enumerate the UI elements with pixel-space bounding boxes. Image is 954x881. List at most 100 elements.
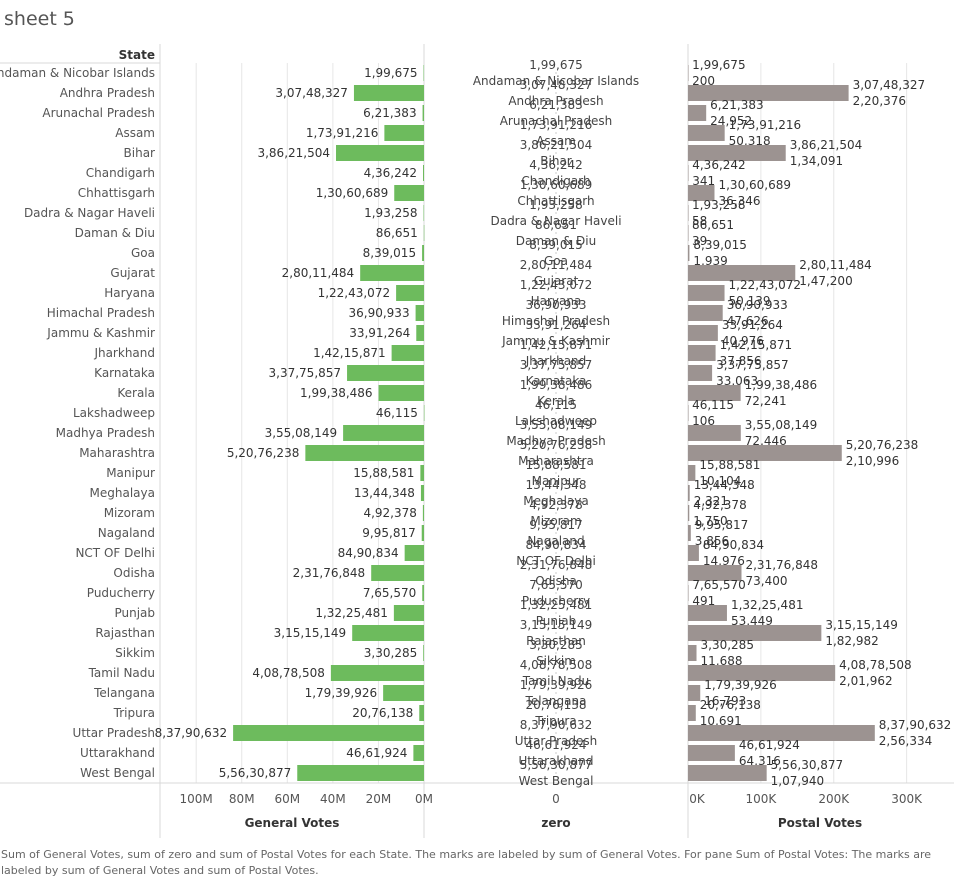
postal-votes-label: 1,750	[693, 514, 727, 528]
zero-general-label: 1,99,675	[529, 58, 582, 72]
zero-state-label: Tamil Nadu	[522, 674, 589, 688]
general-votes-label: 1,79,39,926	[305, 686, 378, 700]
general-votes-label: 1,99,38,486	[300, 386, 373, 400]
header-layer: State	[119, 48, 155, 62]
state-label: Tripura	[113, 706, 155, 720]
postal-general-label: 1,30,60,689	[718, 178, 791, 192]
zero-state-label: Arunachal Pradesh	[500, 114, 613, 128]
zero-general-label: 6,21,383	[529, 98, 582, 112]
postal-votes-label: 64,316	[739, 754, 781, 768]
postal-votes-label: 1,07,940	[771, 774, 824, 788]
zero-state-label: Karnataka	[526, 374, 587, 388]
postal-general-label: 3,86,21,504	[790, 138, 863, 152]
postal-votes-label: 40,976	[722, 334, 764, 348]
postal-votes-bar	[688, 365, 713, 381]
general-votes-bar	[378, 385, 424, 401]
state-label: Madhya Pradesh	[56, 426, 155, 440]
zero-general-label: 5,56,30,877	[520, 758, 593, 772]
general-votes-bar	[353, 85, 424, 101]
general-votes-bar	[305, 445, 424, 461]
postal-general-label: 6,21,383	[710, 98, 763, 112]
postal-votes-bar	[688, 205, 689, 221]
zero-general-label: 3,86,21,504	[520, 138, 593, 152]
postal-votes-bar	[688, 325, 718, 341]
general-votes-bar	[423, 165, 424, 181]
general-votes-label: 3,86,21,504	[257, 146, 330, 160]
zero-state-label: Uttar Pradesh	[515, 734, 597, 748]
zero-state-label: Maharashtra	[518, 454, 594, 468]
general-votes-bar	[423, 645, 424, 661]
postal-votes-label: 2,321	[694, 494, 728, 508]
postal-votes-bar	[688, 705, 696, 721]
general-votes-bar	[415, 305, 424, 321]
state-label: Lakshadweep	[73, 406, 155, 420]
postal-general-label: 3,30,285	[701, 638, 754, 652]
postal-votes-label: 58	[692, 214, 707, 228]
zero-state-label: Gujarat	[534, 274, 579, 288]
postal-votes-label: 72,446	[745, 434, 787, 448]
general-votes-label: 2,31,76,848	[293, 566, 366, 580]
state-label: Odisha	[113, 566, 155, 580]
postal-votes-bar	[688, 165, 689, 181]
postal-votes-bar	[688, 765, 767, 781]
general-votes-bar	[297, 765, 424, 781]
postal-votes-label: 3,856	[695, 534, 729, 548]
general-votes-bar	[394, 185, 424, 201]
general-votes-bar	[423, 225, 425, 241]
postal-votes-bar	[688, 585, 689, 601]
state-label: Daman & Diu	[75, 226, 155, 240]
postal-votes-label: 200	[692, 74, 715, 88]
postal-general-label: 4,36,242	[692, 158, 745, 172]
postal-general-label: 1,32,25,481	[731, 598, 804, 612]
zero-general-label: 3,30,285	[529, 638, 582, 652]
postal-general-label: 3,55,08,149	[745, 418, 818, 432]
zero-state-label: Mizoram	[530, 514, 581, 528]
general-votes-bar	[421, 525, 424, 541]
zero-general-label: 9,95,817	[529, 518, 582, 532]
zero-state-label: Uttarakhand	[519, 754, 594, 768]
state-label: Nagaland	[98, 526, 155, 540]
zero-state-label: Jammu & Kashmir	[501, 334, 610, 348]
zero-general-label: 3,07,48,327	[520, 78, 593, 92]
postal-general-label: 8,37,90,632	[879, 718, 952, 732]
general-votes-bar	[422, 585, 424, 601]
state-label: Maharashtra	[79, 446, 155, 460]
general-votes-bar	[343, 425, 424, 441]
postal-general-label: 36,90,933	[727, 298, 788, 312]
general-votes-bar	[393, 605, 424, 621]
general-votes-pane: 1,99,675 3,07,48,327 6,21,383 1,73,91,216 3,…	[155, 65, 425, 781]
postal-general-label: 3,37,75,857	[716, 358, 789, 372]
postal-votes-label: 72,241	[745, 394, 787, 408]
postal-general-label: 3,15,15,149	[825, 618, 898, 632]
postal-votes-bar	[688, 345, 716, 361]
zero-state-label: Sikkim	[536, 654, 576, 668]
postal-votes-pane: 1,99,675 200 3,07,48,327 2,20,376 6,21,383 24…	[688, 58, 951, 788]
general-votes-bar	[391, 345, 424, 361]
postal-votes-label: 2,10,996	[846, 454, 899, 468]
postal-general-label: 1,22,43,072	[729, 278, 802, 292]
general-tick-label: 40M	[320, 792, 346, 806]
state-label: Puducherry	[87, 586, 155, 600]
postal-votes-bar	[688, 265, 796, 281]
postal-votes-bar	[688, 665, 836, 681]
row-labels: Andaman & Nicobar Islands Andhra Pradesh A…	[0, 66, 155, 780]
zero-general-label: 3,55,08,149	[520, 418, 593, 432]
postal-votes-bar	[688, 685, 701, 701]
state-label: Gujarat	[110, 266, 155, 280]
postal-votes-bar	[688, 225, 689, 241]
postal-tick-label: 300K	[891, 792, 923, 806]
zero-state-label: Rajasthan	[526, 634, 586, 648]
postal-votes-bar	[688, 385, 741, 401]
postal-votes-label: 11,688	[701, 654, 743, 668]
general-votes-label: 4,08,78,508	[252, 666, 325, 680]
postal-votes-bar	[688, 465, 696, 481]
general-votes-label: 33,91,264	[349, 326, 410, 340]
general-votes-label: 3,07,48,327	[275, 86, 348, 100]
general-votes-label: 9,95,817	[362, 526, 415, 540]
postal-votes-bar	[688, 245, 690, 261]
general-votes-bar	[352, 625, 424, 641]
state-label: Haryana	[104, 286, 155, 300]
zero-state-label: NCT OF Delhi	[516, 554, 596, 568]
general-axis-title: General Votes	[245, 816, 340, 830]
postal-general-label: 20,76,138	[700, 698, 761, 712]
